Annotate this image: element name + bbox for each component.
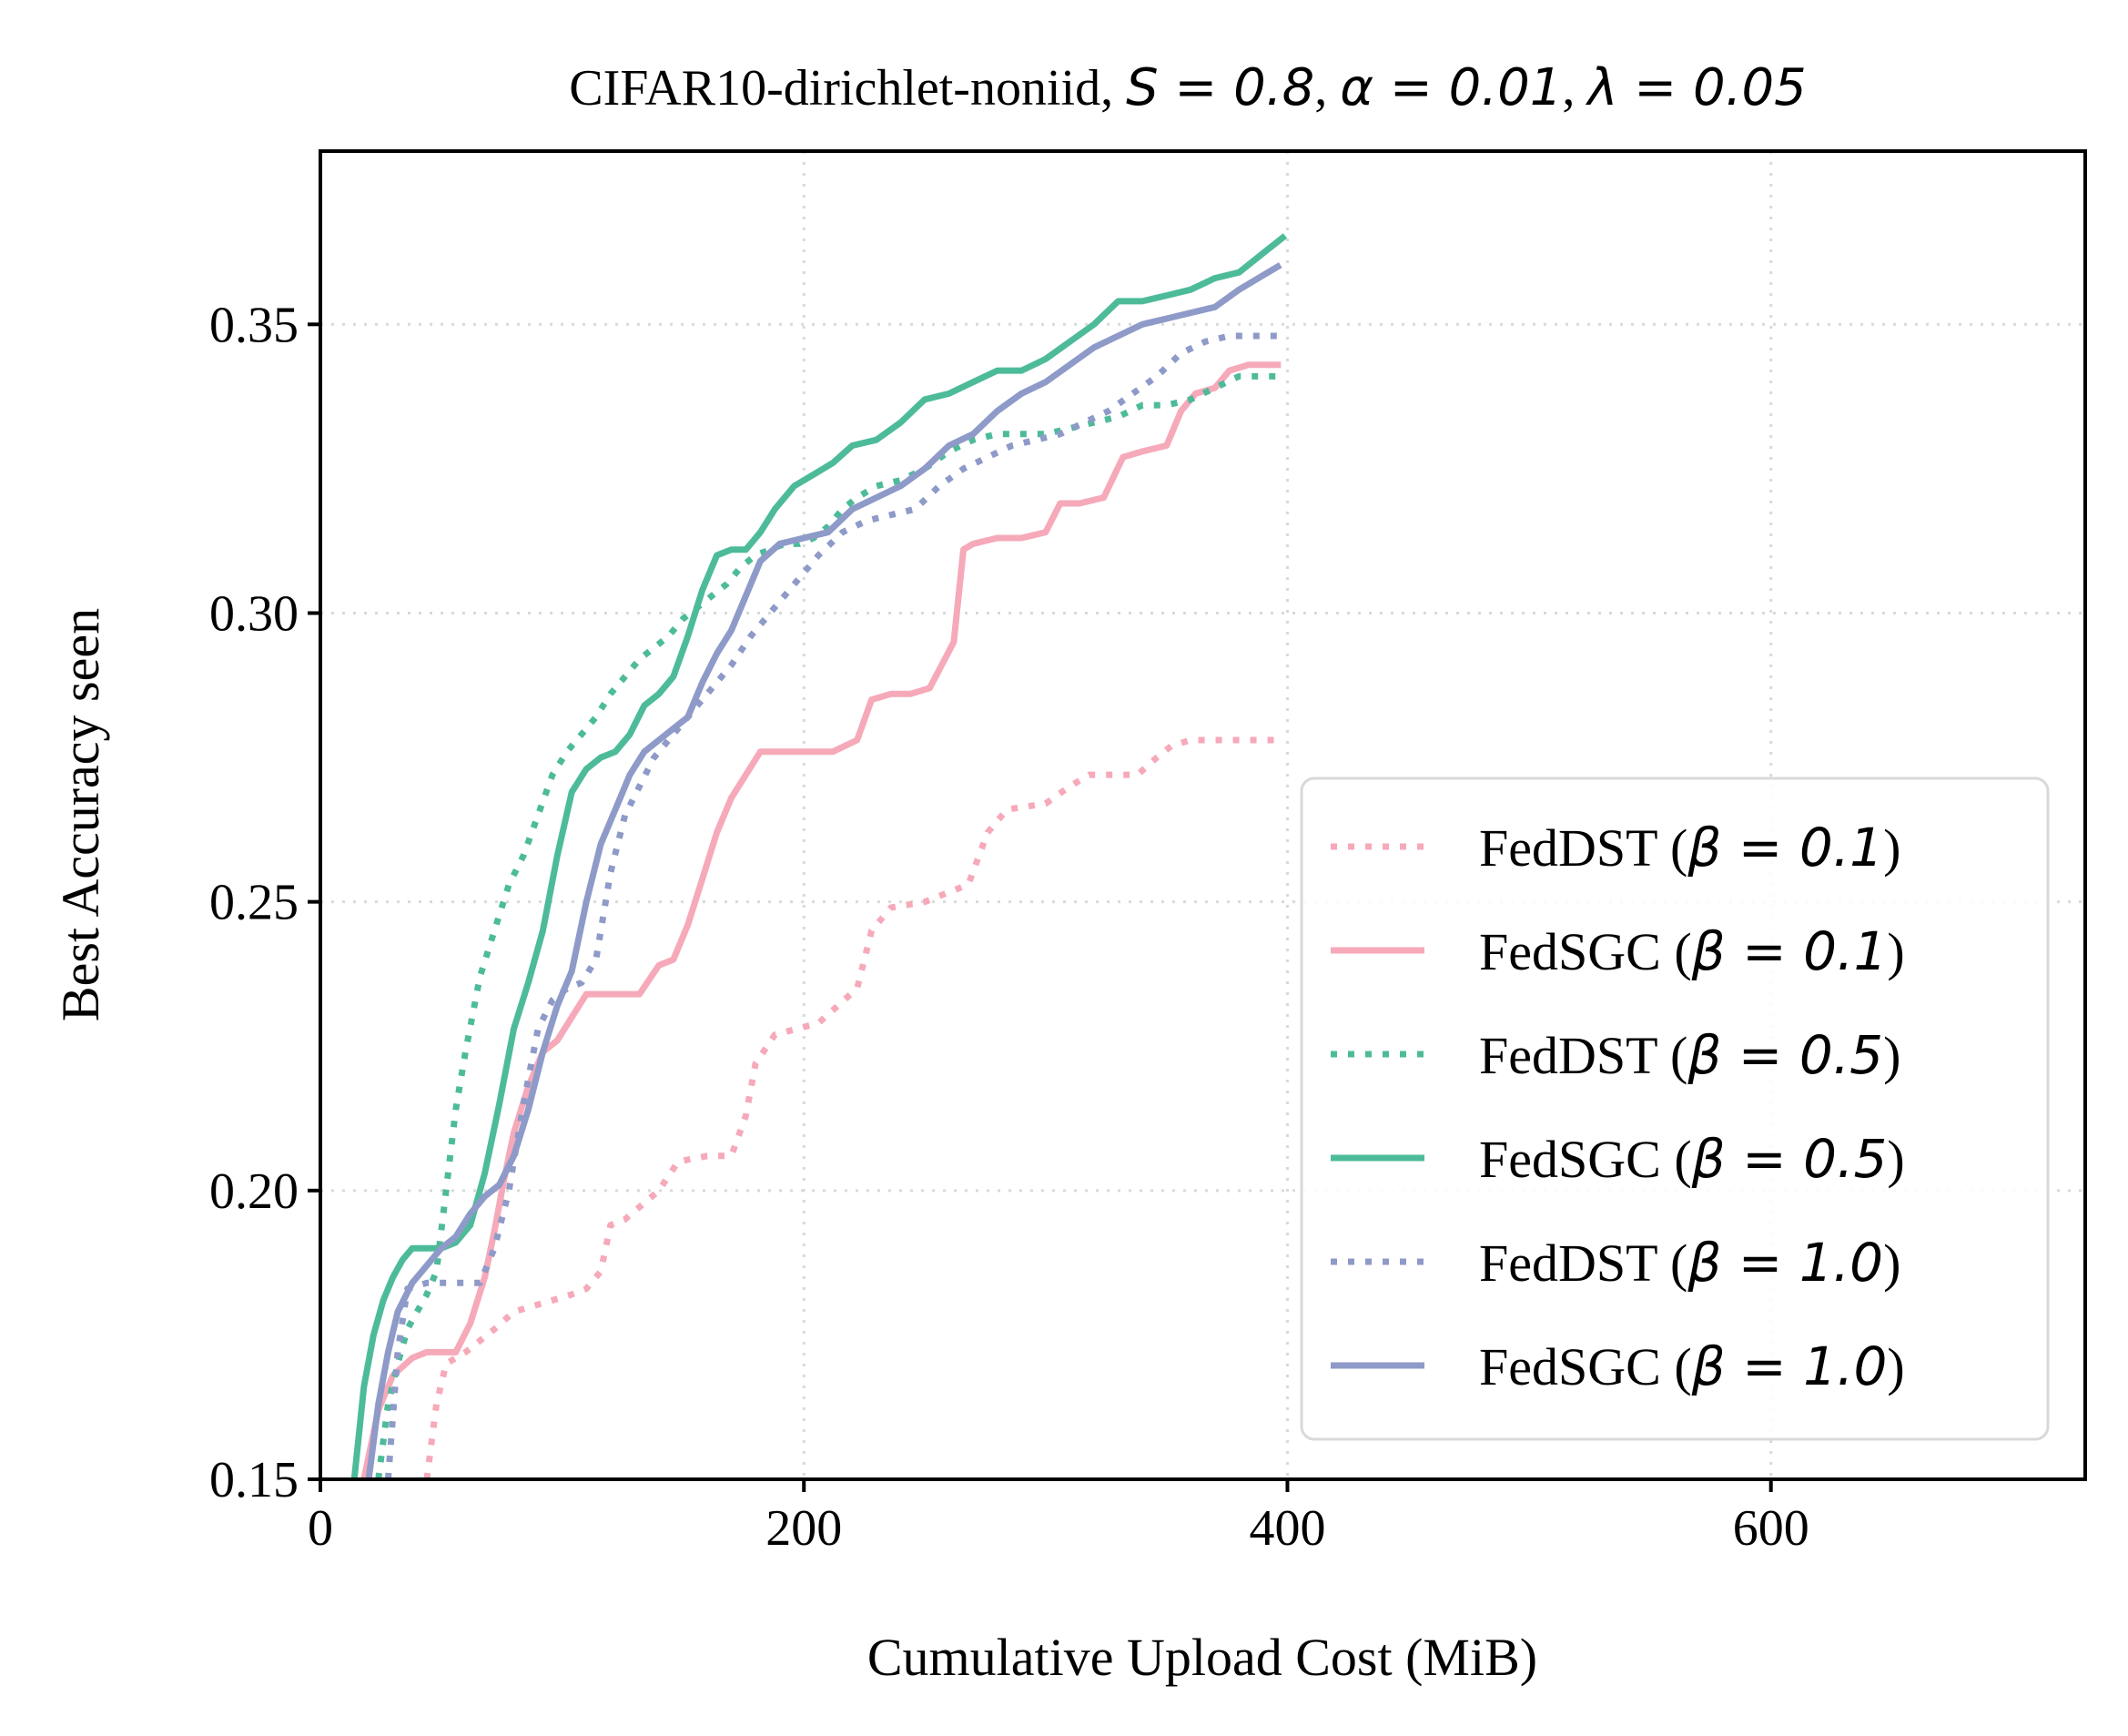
legend-box xyxy=(1300,777,2050,1441)
y-axis-ticks: 0.15 0.20 0.25 0.30 0.35 xyxy=(209,297,320,1508)
legend-items: FedDST (β = 0.1)FedSGC (β = 0.1)FedDST (… xyxy=(1331,817,1905,1397)
legend-label-beta: β = 1.0 xyxy=(1691,1335,1888,1397)
legend-label-beta: β = 0.5 xyxy=(1687,1024,1883,1086)
y-tick-label: 0.15 xyxy=(209,1452,299,1508)
legend-label-beta: β = 1.0 xyxy=(1687,1232,1883,1294)
chart-title: CIFAR10-dirichlet-noniid, S = 0.8, α = 0… xyxy=(569,58,1806,117)
chart-title-sep1: , xyxy=(1314,60,1340,117)
legend-label-close: ) xyxy=(1887,1130,1904,1189)
chart-title-alpha: α = 0.01 xyxy=(1340,58,1562,117)
legend-label-close: ) xyxy=(1883,818,1900,878)
legend-label-beta: β = 0.1 xyxy=(1687,817,1883,878)
chart-title-sep2: , xyxy=(1562,60,1587,117)
series-line-4 xyxy=(350,233,1288,1479)
y-axis-title: Best Accuracy seen xyxy=(51,608,110,1021)
legend-label-method: FedSGC ( xyxy=(1479,1337,1692,1396)
y-tick-label: 0.20 xyxy=(209,1163,299,1220)
legend-label-close: ) xyxy=(1887,922,1904,981)
legend-label-6: FedSGC (β = 1.0) xyxy=(1479,1335,1905,1397)
x-axis-ticks: 0 200 400 600 xyxy=(308,1479,1809,1557)
x-tick-label: 0 xyxy=(308,1500,333,1557)
legend-label-1: FedDST (β = 0.1) xyxy=(1479,817,1900,878)
legend-label-2: FedSGC (β = 0.1) xyxy=(1479,920,1905,982)
y-tick-label: 0.25 xyxy=(209,875,299,931)
y-tick-label: 0.35 xyxy=(209,297,299,353)
chart-title-s: S = 0.8 xyxy=(1126,58,1314,117)
legend-label-method: FedSGC ( xyxy=(1479,1130,1692,1189)
x-tick-label: 600 xyxy=(1733,1500,1809,1557)
legend: FedDST (β = 0.1)FedSGC (β = 0.1)FedDST (… xyxy=(1300,777,2050,1441)
plot-frame xyxy=(319,149,2087,1481)
chart-title-lambda: λ = 0.05 xyxy=(1585,58,1806,117)
chart-title-prefix: CIFAR10-dirichlet-noniid, xyxy=(569,60,1126,117)
x-axis-title: Cumulative Upload Cost (MiB) xyxy=(867,1628,1537,1687)
legend-label-method: FedSGC ( xyxy=(1479,922,1692,981)
legend-label-method: FedDST ( xyxy=(1479,818,1687,878)
y-tick-label: 0.30 xyxy=(209,585,299,642)
x-tick-label: 200 xyxy=(765,1500,842,1557)
legend-label-close: ) xyxy=(1883,1233,1900,1293)
legend-label-beta: β = 0.5 xyxy=(1691,1128,1888,1190)
legend-label-close: ) xyxy=(1883,1026,1900,1085)
series-line-2 xyxy=(360,361,1282,1479)
series-line-6 xyxy=(365,262,1282,1479)
legend-label-method: FedDST ( xyxy=(1479,1026,1687,1085)
legend-label-beta: β = 0.1 xyxy=(1691,920,1888,982)
legend-label-method: FedDST ( xyxy=(1479,1233,1687,1293)
series-line-5 xyxy=(384,332,1278,1479)
series-lines xyxy=(350,233,1288,1479)
x-tick-label: 400 xyxy=(1249,1500,1325,1557)
legend-label-4: FedSGC (β = 0.5) xyxy=(1479,1128,1905,1190)
legend-label-3: FedDST (β = 0.5) xyxy=(1479,1024,1900,1086)
legend-label-5: FedDST (β = 1.0) xyxy=(1479,1232,1900,1294)
legend-label-close: ) xyxy=(1887,1337,1904,1396)
